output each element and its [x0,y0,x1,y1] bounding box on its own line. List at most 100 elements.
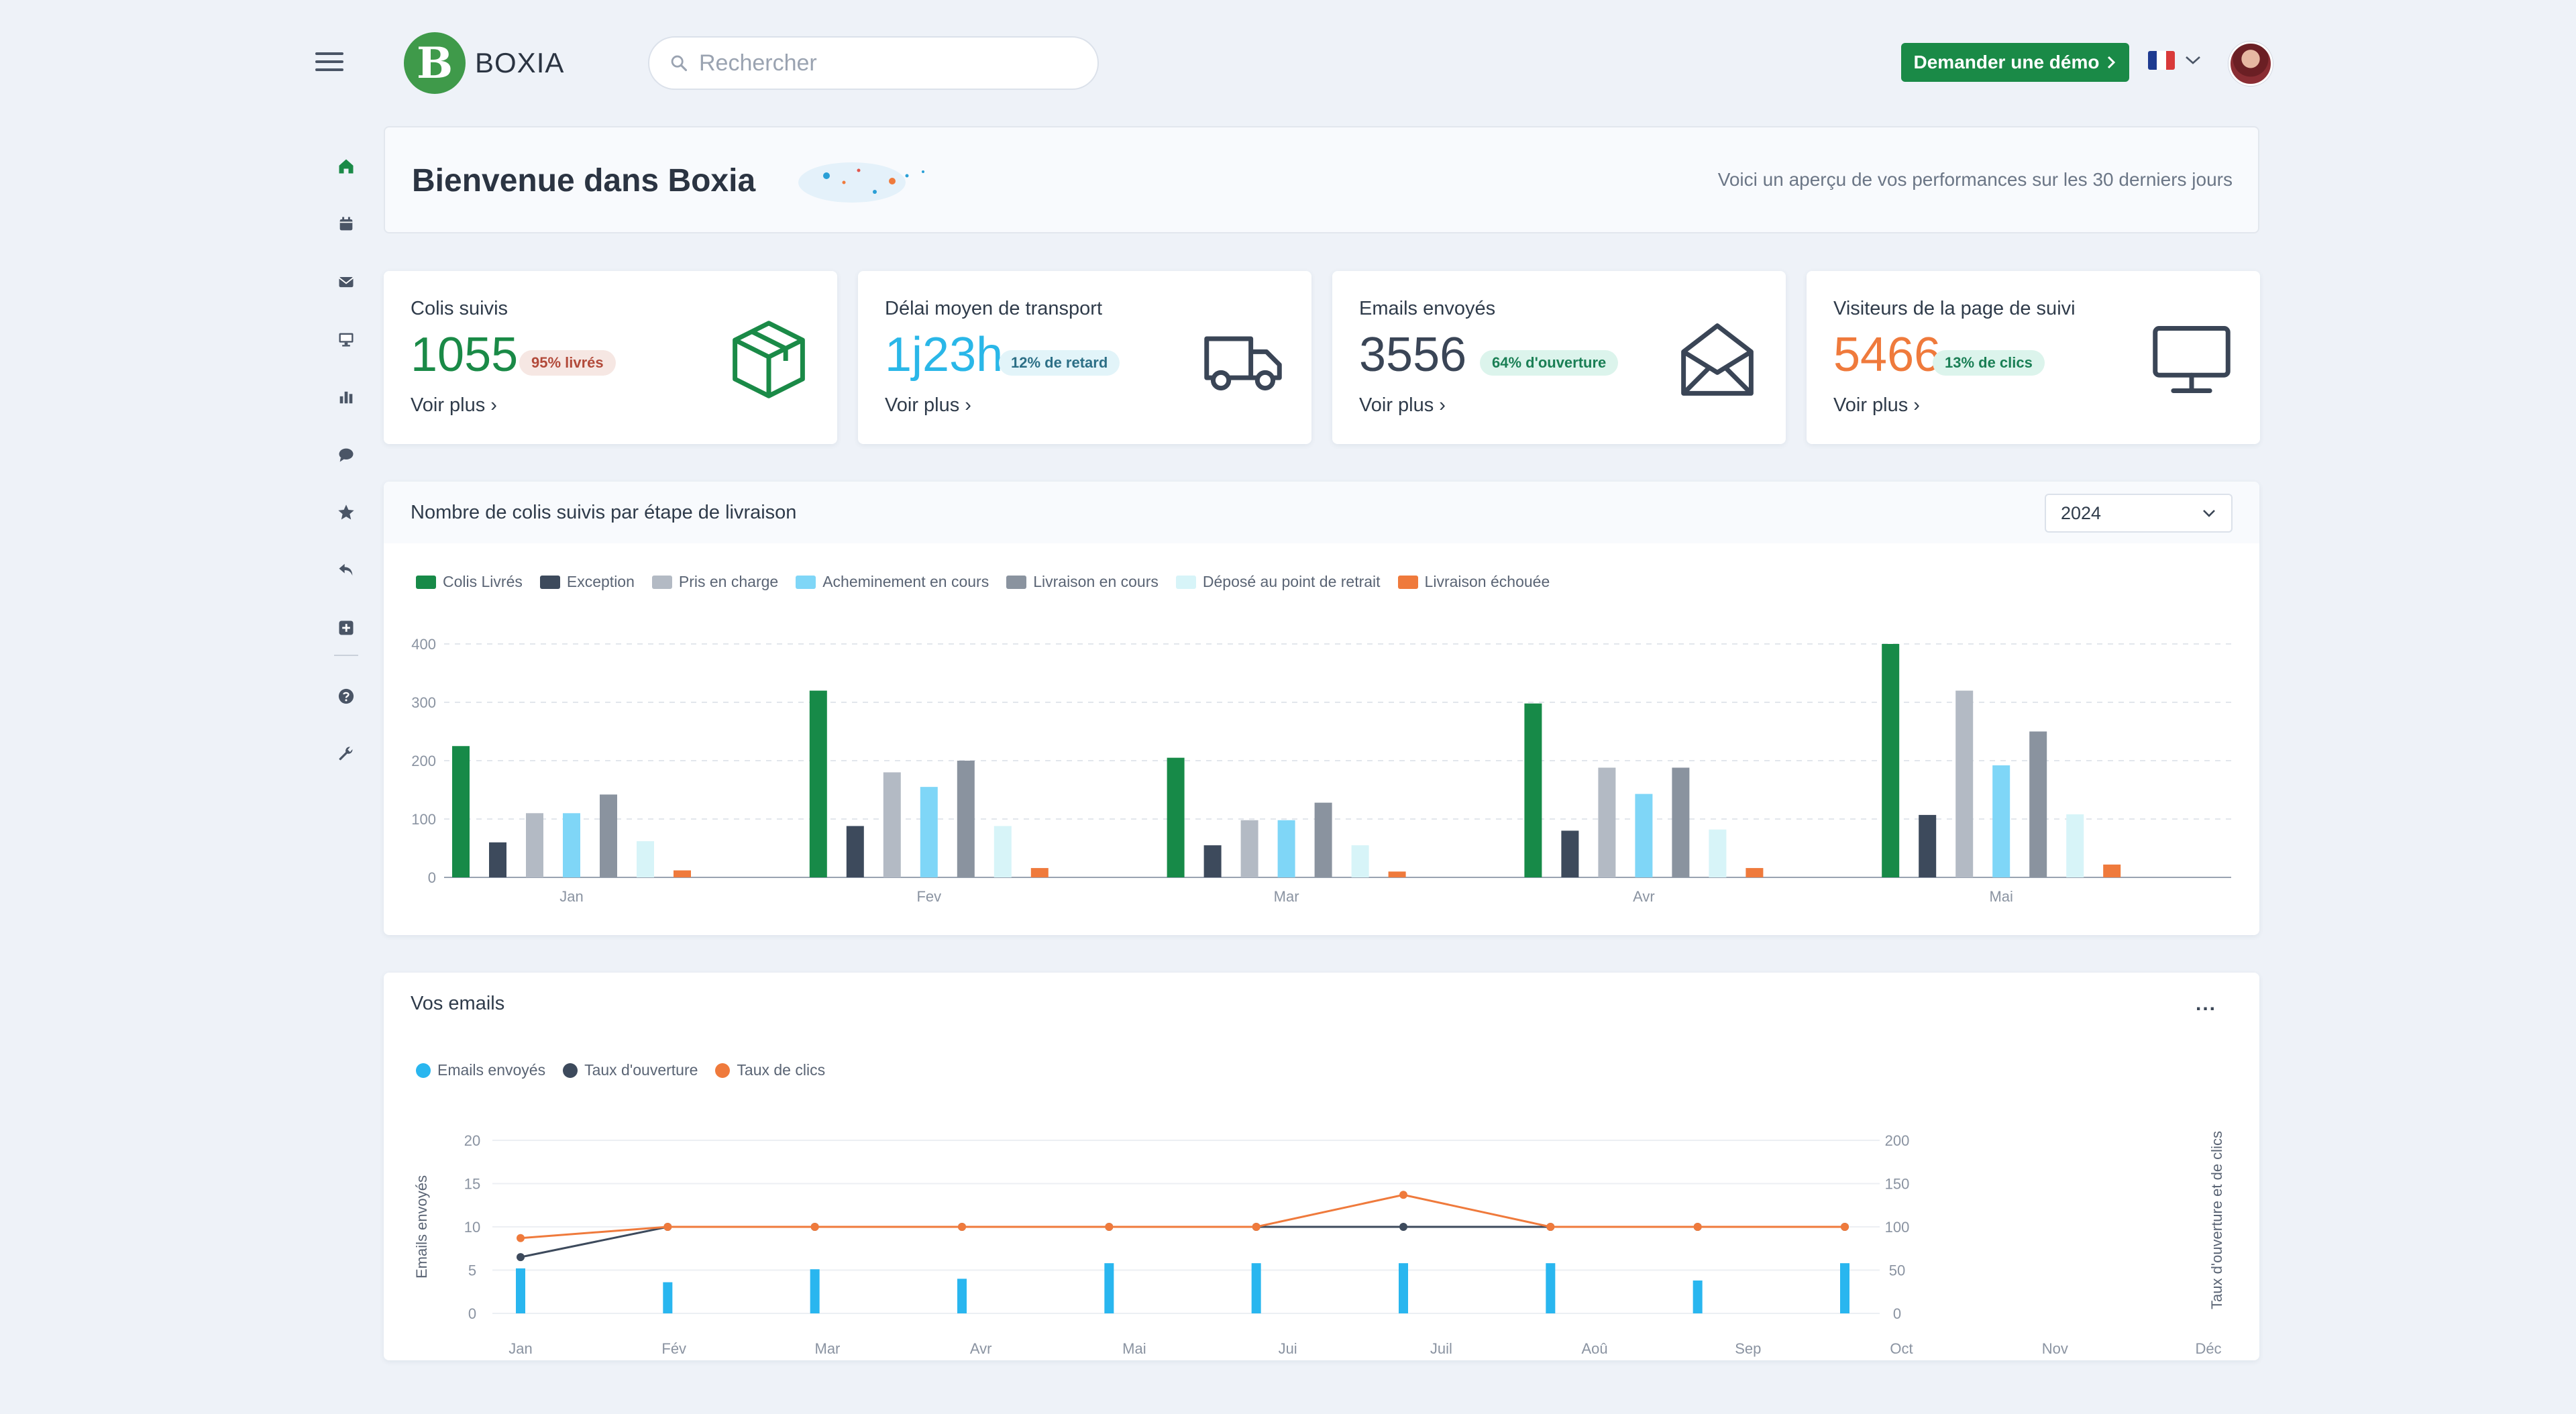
legend-item[interactable]: Taux d'ouverture [563,1061,698,1079]
legend-label: Livraison échouée [1424,573,1550,590]
chart-header: Nombre de colis suivis par étape de livr… [384,482,2259,543]
bar [1955,690,1974,877]
y2-tick-label: 0 [1893,1305,1901,1322]
sidebar-item-add[interactable] [331,613,361,643]
stat-label: Visiteurs de la page de suivi [1833,298,2076,319]
logo[interactable]: B BOXIA [404,32,564,94]
bar [846,826,864,877]
legend-item[interactable]: Taux de clics [715,1061,825,1079]
bar [2103,864,2121,877]
see-more-link[interactable]: Voir plus › [1833,394,1920,416]
bar [1561,830,1579,877]
language-selector[interactable] [2148,51,2202,70]
legend-swatch [539,575,560,589]
legend-swatch [715,1063,731,1078]
bar [2066,814,2084,877]
chevron-right-icon [2108,56,2116,69]
y-tick-label: 400 [411,636,436,653]
bar [1546,1263,1556,1313]
legend-item[interactable]: Livraison en cours [1006,573,1159,591]
legend-item[interactable]: Exception [539,573,635,591]
sidebar-item-mail[interactable] [331,267,361,296]
x-tick-label: Aoû [1582,1340,1608,1357]
line-point [1841,1223,1849,1231]
legend-item[interactable]: Livraison échouée [1397,573,1550,591]
legend-label: Taux de clics [737,1061,826,1079]
search-input[interactable] [699,50,1075,76]
reply-icon [339,563,353,576]
sidebar-item-settings[interactable] [331,739,361,769]
stat-label: Emails envoyés [1359,298,1496,319]
sidebar-item-returns[interactable] [331,555,361,585]
legend-label: Emails envoyés [437,1061,546,1079]
request-demo-button[interactable]: Demander une démo [1901,43,2129,82]
bar [563,813,580,877]
stat-value: 3556 [1359,328,1467,382]
see-more-link[interactable]: Voir plus › [1359,394,1446,416]
y-tick-label: 20 [464,1132,480,1149]
chart-title: Nombre de colis suivis par étape de livr… [411,502,797,523]
delivery-bar-chart: 0 100 200 300 400 Jan Fev Mar Avr Mai [411,636,2231,905]
x-tick-label: Avr [1633,888,1655,905]
line-point [1105,1223,1114,1231]
see-more-link[interactable]: Voir plus › [885,394,971,416]
monitor-icon [2153,326,2231,393]
x-tick-label: Mar [1274,888,1299,905]
line-point [1546,1223,1555,1231]
legend-item[interactable]: Déposé au point de retrait [1175,573,1381,591]
sidebar-item-home[interactable] [331,152,361,181]
legend-label: Déposé au point de retrait [1202,573,1381,590]
legend-item[interactable]: Emails envoyés [416,1061,545,1079]
wrench-icon [339,747,353,761]
bar [1882,644,1900,877]
sidebar-item-calendar[interactable] [331,209,361,239]
x-tick-label: Avr [970,1340,992,1357]
bar [1314,802,1332,877]
stat-label: Délai moyen de transport [885,298,1102,319]
stat-badge: 95% livrés [519,350,616,376]
sidebar-item-tracking-page[interactable] [331,325,361,354]
sidebar-item-help[interactable] [331,682,361,711]
welcome-subtitle: Voici un aperçu de vos performances sur … [1717,169,2233,190]
x-tick-label: Déc [2195,1340,2221,1357]
legend-item[interactable]: Acheminement en cours [796,573,989,591]
legend-item[interactable]: Pris en charge [651,573,779,591]
user-avatar[interactable] [2229,42,2273,86]
more-options-icon[interactable]: ... [2195,993,2216,1015]
x-tick-label: Mai [1989,888,2012,905]
emails-chart-card: Vos emails ... Emails envoyés Taux d'ouve… [384,973,2259,1360]
legend-swatch [1397,575,1418,589]
sidebar-item-messages[interactable] [331,440,361,470]
logo-mark: B [404,32,466,94]
search-icon [671,55,688,72]
x-tick-label: Jan [559,888,583,905]
legend-label: Pris en charge [678,573,779,590]
legend-item[interactable]: Colis Livrés [416,573,523,591]
bar [1672,767,1690,877]
legend-swatch [1175,575,1196,589]
series-line [520,1226,1845,1258]
y-tick-label: 5 [468,1262,476,1279]
bar [663,1282,673,1313]
bar [1251,1263,1261,1313]
bar [2029,731,2047,877]
menu-toggle-icon[interactable] [315,52,343,71]
y2-axis-title: Taux d'ouverture et de clics [2208,1131,2225,1309]
stat-badge: 64% d'ouverture [1480,350,1619,376]
line-point [1399,1191,1407,1199]
sidebar-item-statistics[interactable] [331,382,361,412]
y-tick-label: 0 [428,869,436,886]
stat-badge: 13% de clics [1933,350,2045,376]
see-more-link[interactable]: Voir plus › [411,394,497,416]
year-select[interactable]: 2024 [2045,494,2233,533]
sidebar-item-reviews[interactable] [331,498,361,527]
x-tick-label: Jan [508,1340,532,1357]
stat-badge: 12% de retard [999,350,1120,376]
x-tick-label: Mai [1122,1340,1146,1357]
x-tick-label: Jui [1279,1340,1297,1357]
line-point [1693,1223,1702,1231]
search-box[interactable] [648,36,1099,90]
legend-swatch [416,575,436,589]
bar [1203,845,1222,877]
bar [1635,794,1653,877]
